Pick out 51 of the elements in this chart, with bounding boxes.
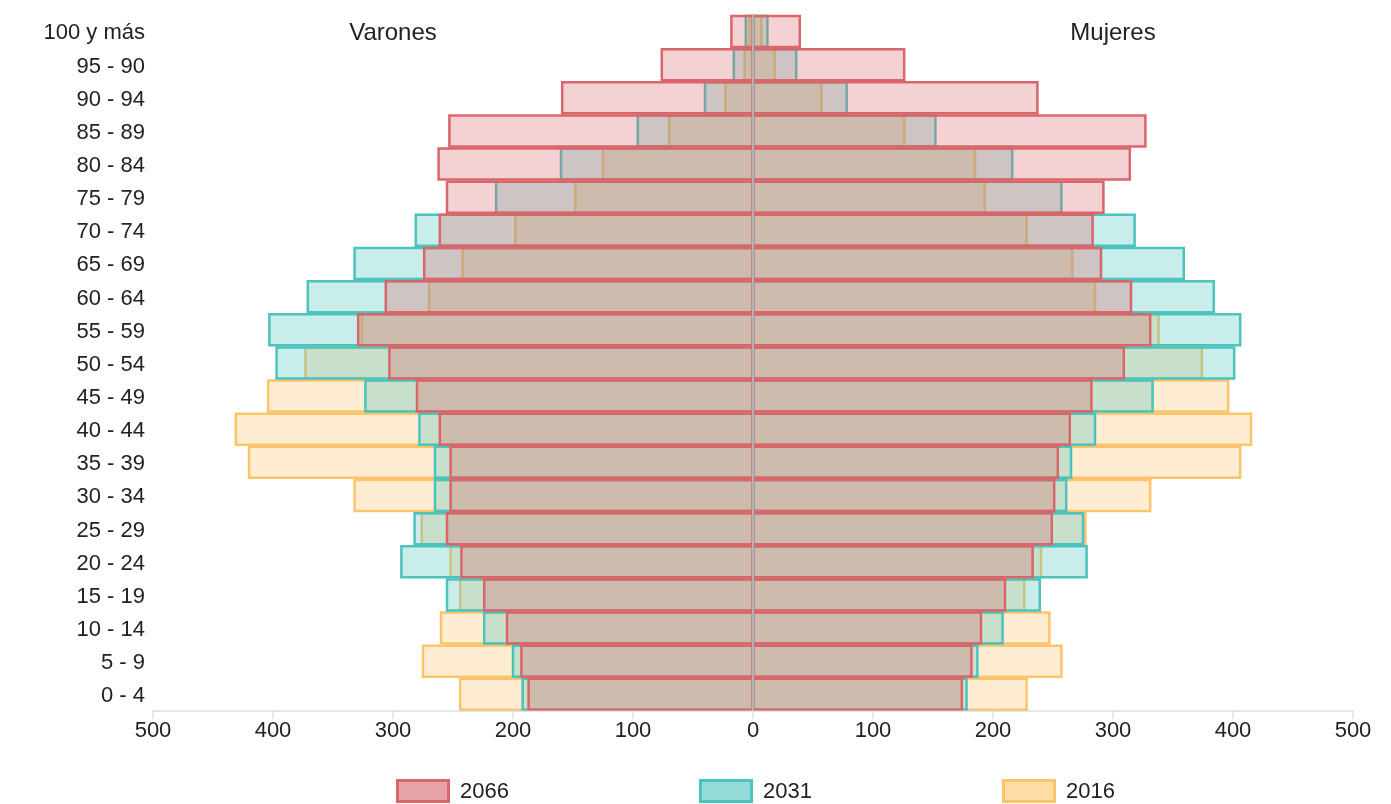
x-tick-label: 100 <box>614 716 652 742</box>
x-tick-label: 0 <box>746 716 760 742</box>
bar <box>560 81 755 115</box>
bar <box>751 14 802 49</box>
y-tick-label: 15 - 19 <box>76 582 145 608</box>
x-tick-label: 100 <box>854 716 892 742</box>
y-tick-label: 80 - 84 <box>76 151 145 177</box>
bar <box>751 346 1126 380</box>
x-tick-label: 400 <box>1214 716 1252 742</box>
x-tick-label: 300 <box>374 716 412 742</box>
x-tick-label: 500 <box>134 716 172 742</box>
y-tick-label: 85 - 89 <box>76 118 145 144</box>
bar <box>751 379 1093 413</box>
y-tick-label: 5 - 9 <box>100 649 145 675</box>
bar <box>730 14 755 49</box>
bar <box>751 147 1132 181</box>
y-tick-label: 60 - 64 <box>76 284 145 310</box>
y-tick-label: 90 - 94 <box>76 85 145 111</box>
x-tick-label: 200 <box>494 716 532 742</box>
y-tick-label: 25 - 29 <box>76 516 145 542</box>
y-tick-label: 20 - 24 <box>76 549 145 575</box>
x-tick-label: 200 <box>974 716 1012 742</box>
y-tick-label: 100 y más <box>43 19 145 45</box>
bar <box>751 81 1039 115</box>
bar <box>445 180 755 214</box>
y-tick-label: 65 - 69 <box>76 251 145 277</box>
y-tick-label: 55 - 59 <box>76 317 145 343</box>
y-tick-label: 95 - 90 <box>76 52 145 78</box>
x-tick-label: 300 <box>1094 716 1132 742</box>
bar <box>751 47 906 82</box>
x-tick-label: 400 <box>254 716 292 742</box>
y-tick-label: 30 - 34 <box>76 483 145 509</box>
annotation: Varones <box>349 18 437 46</box>
y-tick-label: 10 - 14 <box>76 615 145 641</box>
annotation: Mujeres <box>1070 18 1156 46</box>
x-tick-label: 500 <box>1334 716 1372 742</box>
y-tick-label: 50 - 54 <box>76 350 145 376</box>
y-tick-label: 75 - 79 <box>76 185 145 211</box>
y-tick-label: 40 - 44 <box>76 417 145 443</box>
legend-label: 2031 <box>763 778 812 804</box>
y-tick-label: 45 - 49 <box>76 383 145 409</box>
y-tick-label: 0 - 4 <box>100 682 145 708</box>
bar <box>448 114 755 148</box>
y-tick-label: 35 - 39 <box>76 450 145 476</box>
bar <box>388 346 755 380</box>
legend-label: 2016 <box>1065 778 1115 804</box>
y-tick-label: 70 - 74 <box>76 218 145 244</box>
bar <box>751 114 1147 148</box>
bar <box>660 47 755 82</box>
legend-label: 2066 <box>460 778 510 804</box>
bar <box>437 147 755 181</box>
